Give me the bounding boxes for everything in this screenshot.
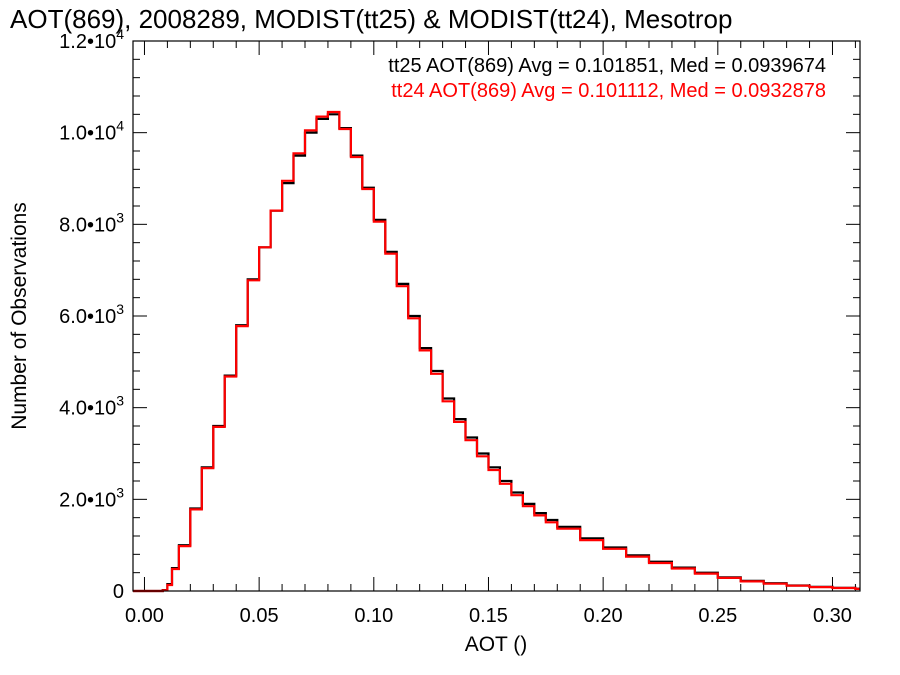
y-tick-label: 4.0•103 bbox=[59, 393, 124, 420]
x-axis-label: AOT () bbox=[465, 633, 528, 656]
series-layer bbox=[133, 110, 860, 593]
y-axis-label: Number of Observations bbox=[8, 202, 31, 430]
y-tick-label: 0 bbox=[113, 581, 124, 603]
series-tt25-line bbox=[133, 113, 860, 593]
x-tick-label: 0.00 bbox=[125, 605, 164, 627]
x-tick-label: 0.05 bbox=[240, 605, 279, 627]
x-tick-label: 0.25 bbox=[698, 605, 737, 627]
x-tick-label: 0.10 bbox=[354, 605, 393, 627]
y-tick-label: 6.0•103 bbox=[59, 301, 124, 328]
x-tick-label: 0.20 bbox=[584, 605, 623, 627]
x-tick-label: 0.15 bbox=[469, 605, 508, 627]
y-tick-label: 8.0•103 bbox=[59, 209, 124, 236]
x-axis-ticks: 0.00 0.05 0.10 0.15 0.20 0.25 0.30 bbox=[125, 41, 856, 627]
y-tick-label: 1.0•104 bbox=[59, 118, 124, 145]
y-tick-label: 1.2•104 bbox=[59, 26, 124, 53]
stat-line-tt24: tt24 AOT(869) Avg = 0.101112, Med = 0.09… bbox=[391, 80, 826, 102]
x-tick-label: 0.30 bbox=[813, 605, 852, 627]
stat-line-tt25: tt25 AOT(869) Avg = 0.101851, Med = 0.09… bbox=[388, 55, 826, 77]
chart-title: AOT(869), 2008289, MODIST(tt25) & MODIST… bbox=[10, 4, 732, 34]
plot-frame bbox=[132, 40, 861, 592]
y-axis-ticks: 0 2.0•103 4.0•103 6.0•103 8.0•103 1.0•104 1.2•… bbox=[59, 26, 860, 603]
y-tick-label: 2.0•103 bbox=[59, 484, 124, 511]
series-tt24-line bbox=[133, 110, 860, 593]
